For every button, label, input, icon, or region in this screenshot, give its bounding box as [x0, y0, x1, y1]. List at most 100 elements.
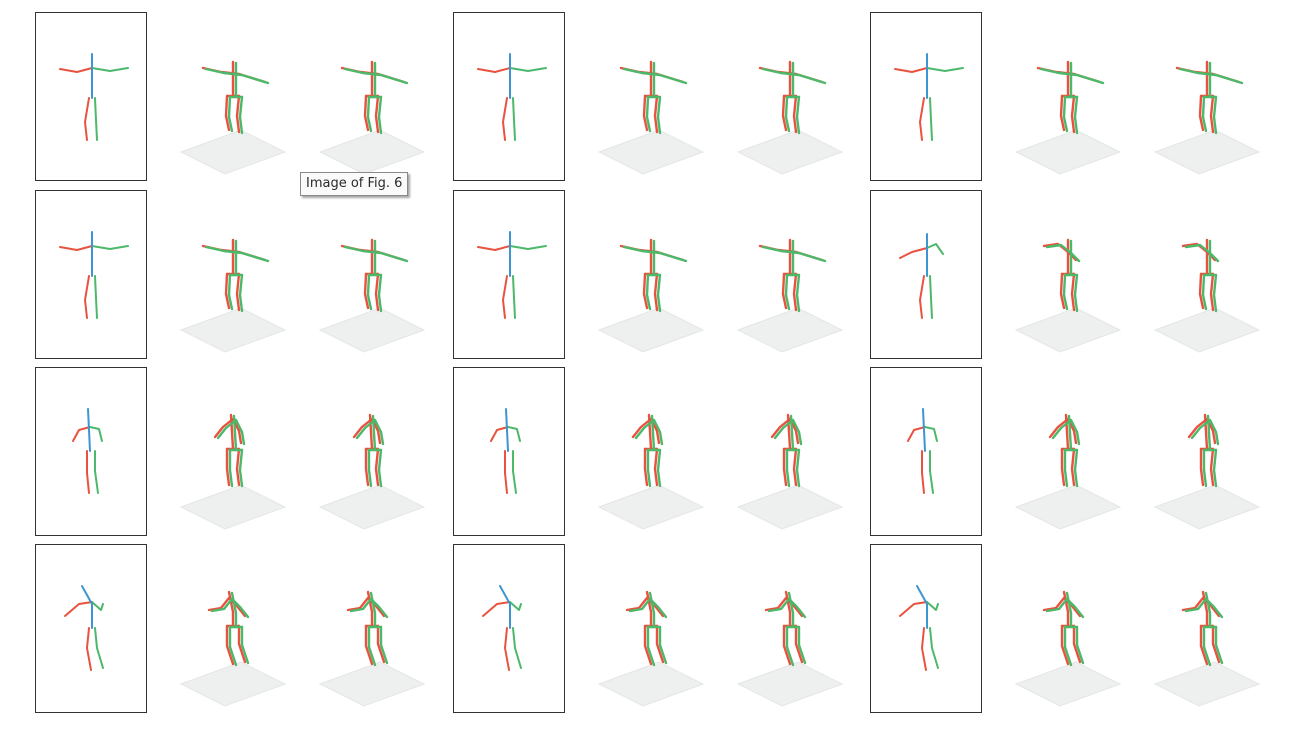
input-2d-frame — [870, 12, 982, 181]
right-leg — [94, 275, 98, 319]
left-leg — [504, 450, 508, 494]
left-leg — [1062, 273, 1069, 311]
right-arm — [507, 426, 521, 442]
right-leg — [929, 275, 933, 319]
right-leg — [379, 625, 389, 665]
left-leg — [642, 272, 649, 310]
ground-truth-skeleton — [216, 414, 246, 488]
right-leg — [653, 447, 659, 487]
right-leg — [656, 95, 662, 135]
right-leg — [377, 95, 383, 135]
spine — [371, 414, 377, 452]
right-arm — [91, 245, 129, 250]
predicted-skeleton — [207, 590, 247, 666]
left-arm — [477, 67, 511, 73]
right-arm — [924, 426, 938, 442]
right-arm — [91, 601, 104, 611]
right-arm — [89, 426, 103, 442]
right-leg — [376, 624, 386, 664]
view-3d-b — [1153, 413, 1261, 530]
arms — [1045, 243, 1081, 263]
ground-plane — [597, 484, 705, 530]
right-leg — [656, 448, 662, 488]
spine — [650, 414, 656, 452]
input-2d-frame — [453, 190, 565, 359]
ground-truth-skeleton — [204, 239, 270, 313]
right-arm — [926, 601, 939, 611]
input-2d-frame — [35, 12, 147, 181]
right-leg — [238, 273, 244, 313]
right-leg — [238, 448, 244, 488]
ground-truth-skeleton — [628, 591, 668, 667]
predicted-skeleton — [1042, 590, 1082, 666]
right-leg — [1212, 95, 1218, 135]
left-leg — [784, 95, 791, 133]
spine — [81, 585, 93, 629]
ground-truth-skeleton — [1039, 61, 1105, 135]
right-arm — [926, 243, 944, 255]
ground-plane — [179, 484, 287, 530]
right-leg — [1070, 94, 1076, 134]
ground-plane — [318, 484, 426, 530]
spine — [229, 413, 235, 451]
spine — [1062, 590, 1070, 628]
left-leg — [782, 624, 792, 666]
ground-truth-skeleton — [355, 414, 385, 488]
left-leg — [228, 448, 234, 488]
arms — [622, 245, 688, 263]
left-leg — [1063, 448, 1069, 488]
ground-truth-skeleton — [622, 239, 688, 313]
left-leg — [225, 624, 235, 666]
spine — [922, 408, 926, 452]
spine — [645, 590, 653, 628]
right-leg — [792, 272, 798, 312]
left-leg — [785, 625, 795, 667]
view-3d-a — [179, 590, 287, 707]
left-leg — [643, 447, 649, 487]
left-leg — [782, 447, 788, 487]
right-leg — [653, 94, 659, 134]
arms — [204, 67, 270, 85]
left-arm — [59, 67, 93, 73]
pose-group — [35, 544, 426, 713]
predicted-skeleton — [213, 413, 243, 487]
right-leg — [1214, 625, 1224, 665]
right-leg — [374, 94, 380, 134]
right-leg — [655, 624, 665, 664]
spine — [87, 408, 91, 452]
right-leg — [1209, 94, 1215, 134]
right-leg — [653, 272, 659, 312]
ground-plane — [1014, 307, 1122, 353]
left-leg — [366, 273, 373, 311]
right-leg — [1075, 625, 1085, 665]
right-leg — [794, 624, 804, 664]
view-3d-b — [318, 413, 426, 530]
ground-plane — [597, 307, 705, 353]
ground-truth-skeleton — [622, 61, 688, 135]
ground-plane — [318, 129, 426, 175]
ground-plane — [1014, 484, 1122, 530]
spine — [227, 590, 235, 628]
view-3d-b — [1153, 590, 1261, 707]
spine — [1203, 413, 1209, 451]
left-leg — [1199, 447, 1205, 487]
left-leg — [1060, 447, 1066, 487]
arms — [761, 67, 827, 85]
view-3d-a — [1014, 60, 1122, 175]
ground-truth-skeleton — [204, 61, 270, 135]
pose-group — [453, 367, 844, 536]
right-leg — [1070, 272, 1076, 312]
pose-group — [870, 367, 1261, 536]
right-leg — [1073, 273, 1079, 313]
view-3d-b — [1153, 60, 1261, 175]
left-leg — [364, 447, 370, 487]
left-leg — [1202, 448, 1208, 488]
left-leg — [921, 450, 925, 494]
ground-truth-skeleton — [343, 239, 409, 313]
arms — [622, 67, 688, 85]
left-leg — [228, 625, 238, 667]
left-leg — [643, 624, 653, 666]
ground-plane — [318, 661, 426, 707]
right-arm — [91, 67, 129, 72]
right-leg — [374, 272, 380, 312]
